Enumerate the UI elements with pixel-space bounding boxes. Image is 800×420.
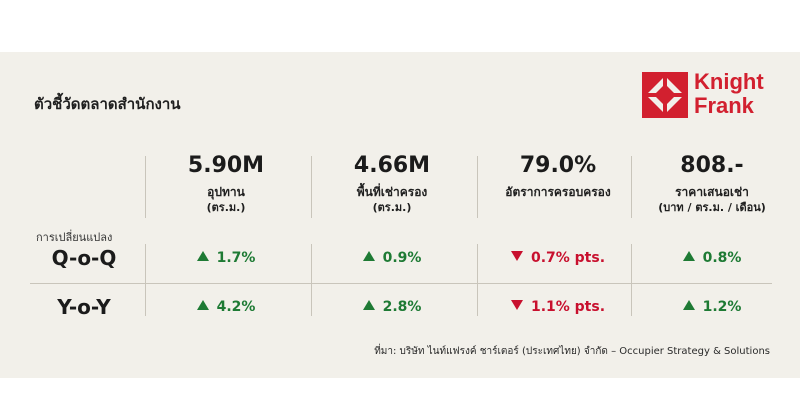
change-cell: 1.2% xyxy=(632,299,792,315)
knight-frank-logo-icon xyxy=(642,72,688,118)
change-cell: 2.8% xyxy=(312,299,472,315)
change-cell: 1.1% pts. xyxy=(478,299,638,315)
change-cell: 1.7% xyxy=(146,250,306,266)
column-divider xyxy=(311,244,312,316)
logo-line-1: Knight xyxy=(694,69,764,94)
change-cell: 0.9% xyxy=(312,250,472,266)
arrow-down-icon xyxy=(510,300,523,310)
arrow-down-icon xyxy=(510,251,523,261)
metric-unit: (ตร.ม.) xyxy=(206,201,246,214)
metric-label: อุปทาน xyxy=(207,185,245,199)
metric-label: ราคาเสนอเช่า xyxy=(675,185,749,199)
metric-value: 808.- xyxy=(680,153,744,178)
metric-value: 79.0% xyxy=(519,153,597,178)
arrow-up-icon xyxy=(196,300,209,310)
column-divider xyxy=(477,156,478,218)
row-label-qoq: Q-o-Q xyxy=(51,246,117,270)
metric-unit: (บาท / ตร.ม. / เดือน) xyxy=(658,201,766,214)
metric-label: อัตราการครอบครอง xyxy=(505,185,611,199)
source-note: ที่มา: บริษัท ไนท์แฟรงค์ ชาร์เตอร์ (ประเ… xyxy=(374,346,770,357)
arrow-up-icon xyxy=(362,251,375,261)
column-divider xyxy=(631,244,632,316)
change-cell: 0.8% xyxy=(632,250,792,266)
change-cell: 4.2% xyxy=(146,299,306,315)
change-cell: 0.7% pts. xyxy=(478,250,638,266)
column-divider xyxy=(311,156,312,218)
change-value: 0.8% xyxy=(702,250,742,266)
change-value: 4.2% xyxy=(216,299,256,315)
metric-supply: 5.90M อุปทาน (ตร.ม.) xyxy=(146,152,306,216)
metric-value: 4.66M xyxy=(353,153,431,178)
change-value: 1.7% xyxy=(216,250,256,266)
metric-occupancy-rate: 79.0% อัตราการครอบครอง xyxy=(478,152,638,200)
column-divider xyxy=(631,156,632,218)
logo-line-2: Frank xyxy=(694,93,754,118)
arrow-up-icon xyxy=(682,251,695,261)
change-value: 2.8% xyxy=(382,299,422,315)
arrow-up-icon xyxy=(682,300,695,310)
metric-unit: (ตร.ม.) xyxy=(372,201,412,214)
arrow-up-icon xyxy=(362,300,375,310)
metric-value: 5.90M xyxy=(187,153,265,178)
metric-label: พื้นที่เช่าครอง xyxy=(356,185,428,199)
row-label-yoy: Y-o-Y xyxy=(57,295,111,319)
arrow-up-icon xyxy=(196,251,209,261)
column-divider xyxy=(145,244,146,316)
knight-frank-logo: Knight Frank xyxy=(642,70,782,126)
metric-asking-rent: 808.- ราคาเสนอเช่า (บาท / ตร.ม. / เดือน) xyxy=(632,152,792,216)
change-label: การเปลี่ยนแปลง xyxy=(36,231,113,244)
logo-wordmark: Knight Frank xyxy=(694,70,764,118)
change-value: 0.9% xyxy=(382,250,422,266)
change-value: 0.7% pts. xyxy=(530,250,606,266)
page-title: ตัวชี้วัดตลาดสำนักงาน xyxy=(34,95,181,113)
change-value: 1.1% pts. xyxy=(530,299,606,315)
metric-occupied-space: 4.66M พื้นที่เช่าครอง (ตร.ม.) xyxy=(312,152,472,216)
column-divider xyxy=(477,244,478,316)
change-value: 1.2% xyxy=(702,299,742,315)
column-divider xyxy=(145,156,146,218)
row-divider xyxy=(30,283,772,284)
